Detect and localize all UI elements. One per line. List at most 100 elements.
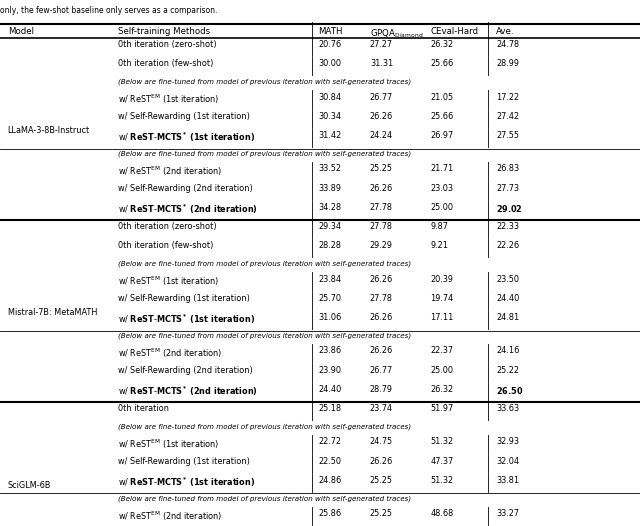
Text: 25.66: 25.66: [430, 59, 453, 68]
Text: 27.27: 27.27: [370, 40, 393, 49]
Text: 25.22: 25.22: [496, 366, 519, 375]
Text: w/ ReST$^{\mathrm{EM}}$ (2nd iteration): w/ ReST$^{\mathrm{EM}}$ (2nd iteration): [118, 346, 223, 360]
Text: 26.26: 26.26: [370, 112, 393, 121]
Text: w/ $\mathbf{ReST}$$\mathbf{\text{-}MCTS^*}$ $\mathbf{(2nd\ iteration)}$: w/ $\mathbf{ReST}$$\mathbf{\text{-}MCTS^…: [118, 385, 259, 398]
Text: $\mathbf{26.50}$: $\mathbf{26.50}$: [496, 385, 524, 396]
Text: 23.90: 23.90: [318, 366, 341, 375]
Text: 23.50: 23.50: [496, 275, 519, 284]
Text: 33.81: 33.81: [496, 476, 519, 485]
Text: 20.39: 20.39: [430, 275, 453, 284]
Text: 0th iteration: 0th iteration: [118, 404, 170, 413]
Text: 0th iteration (few-shot): 0th iteration (few-shot): [118, 59, 214, 68]
Text: 25.66: 25.66: [430, 112, 453, 121]
Text: LLaMA-3-8B-Instruct: LLaMA-3-8B-Instruct: [8, 126, 90, 136]
Text: 19.74: 19.74: [430, 294, 453, 303]
Text: 27.73: 27.73: [496, 184, 519, 193]
Text: 22.72: 22.72: [318, 437, 341, 447]
Text: 27.78: 27.78: [370, 294, 393, 303]
Text: 28.28: 28.28: [318, 241, 341, 250]
Text: $\mathbf{29.02}$: $\mathbf{29.02}$: [496, 203, 523, 214]
Text: (Below are fine-tuned from model of previous iteration with self-generated trace: (Below are fine-tuned from model of prev…: [118, 150, 412, 157]
Text: 48.68: 48.68: [430, 509, 453, 518]
Text: 47.37: 47.37: [430, 457, 453, 466]
Text: 26.83: 26.83: [496, 164, 519, 174]
Text: 24.75: 24.75: [370, 437, 393, 447]
Text: 33.89: 33.89: [318, 184, 341, 193]
Text: 25.25: 25.25: [370, 476, 393, 485]
Text: 33.27: 33.27: [496, 509, 519, 518]
Text: 27.42: 27.42: [496, 112, 519, 121]
Text: w/ Self-Rewarding (2nd iteration): w/ Self-Rewarding (2nd iteration): [118, 184, 253, 193]
Text: 30.00: 30.00: [318, 59, 341, 68]
Text: Model: Model: [8, 27, 34, 36]
Text: 22.37: 22.37: [430, 346, 453, 356]
Text: w/ Self-Rewarding (1st iteration): w/ Self-Rewarding (1st iteration): [118, 294, 250, 303]
Text: 26.26: 26.26: [370, 184, 393, 193]
Text: 23.84: 23.84: [318, 275, 341, 284]
Text: 29.29: 29.29: [370, 241, 393, 250]
Text: 30.84: 30.84: [318, 93, 341, 102]
Text: 26.32: 26.32: [430, 385, 453, 394]
Text: 24.16: 24.16: [496, 346, 520, 356]
Text: (Below are fine-tuned from model of previous iteration with self-generated trace: (Below are fine-tuned from model of prev…: [118, 495, 412, 502]
Text: 25.25: 25.25: [370, 164, 393, 174]
Text: GPQA$_{\mathrm{Diamond}}$: GPQA$_{\mathrm{Diamond}}$: [370, 27, 423, 40]
Text: 25.25: 25.25: [370, 509, 393, 518]
Text: 26.32: 26.32: [430, 40, 453, 49]
Text: w/ ReST$^{\mathrm{EM}}$ (2nd iteration): w/ ReST$^{\mathrm{EM}}$ (2nd iteration): [118, 164, 223, 178]
Text: 26.77: 26.77: [370, 93, 393, 102]
Text: 27.78: 27.78: [370, 222, 393, 231]
Text: 17.11: 17.11: [430, 313, 454, 322]
Text: 9.21: 9.21: [430, 241, 448, 250]
Text: 27.78: 27.78: [370, 203, 393, 212]
Text: 26.26: 26.26: [370, 346, 393, 356]
Text: w/ Self-Rewarding (1st iteration): w/ Self-Rewarding (1st iteration): [118, 457, 250, 466]
Text: 24.40: 24.40: [496, 294, 519, 303]
Text: 28.79: 28.79: [370, 385, 393, 394]
Text: 26.26: 26.26: [370, 313, 393, 322]
Text: 24.86: 24.86: [318, 476, 341, 485]
Text: w/ ReST$^{\mathrm{EM}}$ (1st iteration): w/ ReST$^{\mathrm{EM}}$ (1st iteration): [118, 275, 220, 288]
Text: CEval-Hard: CEval-Hard: [430, 27, 478, 36]
Text: MATH: MATH: [318, 27, 342, 36]
Text: 27.55: 27.55: [496, 131, 519, 140]
Text: w/ ReST$^{\mathrm{EM}}$ (2nd iteration): w/ ReST$^{\mathrm{EM}}$ (2nd iteration): [118, 509, 223, 522]
Text: w/ $\mathbf{ReST}$$\mathbf{\text{-}MCTS^*}$ $\mathbf{(1st\ iteration)}$: w/ $\mathbf{ReST}$$\mathbf{\text{-}MCTS^…: [118, 476, 255, 489]
Text: Ave.: Ave.: [496, 27, 515, 36]
Text: w/ Self-Rewarding (1st iteration): w/ Self-Rewarding (1st iteration): [118, 112, 250, 121]
Text: 31.42: 31.42: [318, 131, 341, 140]
Text: 24.40: 24.40: [318, 385, 341, 394]
Text: 22.26: 22.26: [496, 241, 519, 250]
Text: 26.26: 26.26: [370, 457, 393, 466]
Text: 0th iteration (zero-shot): 0th iteration (zero-shot): [118, 222, 217, 231]
Text: Self-training Methods: Self-training Methods: [118, 27, 211, 36]
Text: w/ ReST$^{\mathrm{EM}}$ (1st iteration): w/ ReST$^{\mathrm{EM}}$ (1st iteration): [118, 437, 220, 451]
Text: 32.93: 32.93: [496, 437, 519, 447]
Text: 25.70: 25.70: [318, 294, 341, 303]
Text: 0th iteration (few-shot): 0th iteration (few-shot): [118, 241, 214, 250]
Text: 9.87: 9.87: [430, 222, 448, 231]
Text: 24.78: 24.78: [496, 40, 519, 49]
Text: 23.03: 23.03: [430, 184, 453, 193]
Text: 24.24: 24.24: [370, 131, 393, 140]
Text: 22.33: 22.33: [496, 222, 519, 231]
Text: 25.18: 25.18: [318, 404, 341, 413]
Text: SciGLM-6B: SciGLM-6B: [8, 481, 51, 490]
Text: 33.52: 33.52: [318, 164, 341, 174]
Text: 20.76: 20.76: [318, 40, 341, 49]
Text: 21.71: 21.71: [430, 164, 453, 174]
Text: 26.77: 26.77: [370, 366, 393, 375]
Text: 25.00: 25.00: [430, 203, 453, 212]
Text: 33.63: 33.63: [496, 404, 519, 413]
Text: 28.99: 28.99: [496, 59, 519, 68]
Text: 23.74: 23.74: [370, 404, 393, 413]
Text: 25.00: 25.00: [430, 366, 453, 375]
Text: 26.97: 26.97: [430, 131, 453, 140]
Text: 51.32: 51.32: [430, 437, 453, 447]
Text: 21.05: 21.05: [430, 93, 453, 102]
Text: 31.06: 31.06: [318, 313, 341, 322]
Text: 0th iteration (zero-shot): 0th iteration (zero-shot): [118, 40, 217, 49]
Text: 25.86: 25.86: [318, 509, 341, 518]
Text: 51.97: 51.97: [430, 404, 453, 413]
Text: 23.86: 23.86: [318, 346, 341, 356]
